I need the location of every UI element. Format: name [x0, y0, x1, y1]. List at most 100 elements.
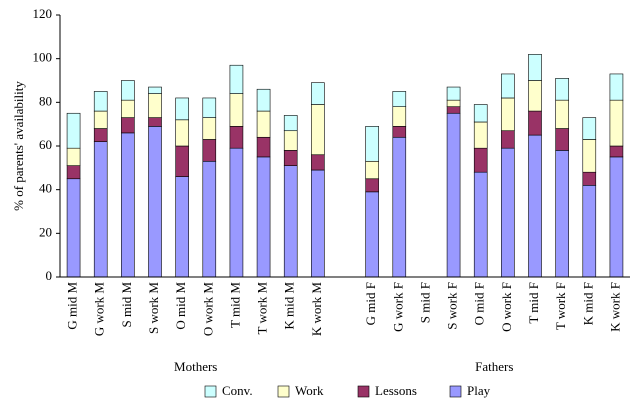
bar-segment	[528, 110, 542, 136]
bar-segment	[256, 110, 271, 138]
bar-segment	[66, 165, 81, 180]
bar-segment	[202, 160, 217, 278]
bar-segment	[148, 93, 162, 118]
bar-segment	[121, 132, 135, 278]
bar-segment	[446, 99, 461, 108]
bar-segment	[93, 110, 108, 129]
bar-segment	[582, 117, 597, 140]
bar-segment	[256, 156, 271, 278]
x-tick-label: G work F	[390, 282, 405, 332]
bar-segment	[202, 139, 217, 162]
x-tick-label: O mid M	[173, 282, 188, 330]
legend-swatch	[357, 385, 370, 398]
x-tick-label: O work M	[200, 282, 215, 337]
bar-segment	[148, 86, 162, 94]
bar-segment	[365, 126, 379, 162]
bar-segment	[582, 139, 597, 173]
bar-segment	[392, 106, 407, 127]
bar-segment	[501, 73, 515, 99]
bar-segment	[148, 117, 162, 127]
bar-segment	[528, 80, 542, 112]
bar-segment	[501, 97, 515, 132]
bar-segment	[256, 136, 271, 158]
legend-label: Conv.	[222, 383, 253, 398]
x-tick-label: S work M	[146, 282, 161, 334]
bar-segment	[311, 154, 325, 171]
bar-segment	[121, 117, 135, 134]
group-label: Mothers	[174, 359, 217, 374]
y-tick-label: 20	[39, 224, 52, 239]
bar-segment	[256, 88, 271, 112]
bar-segment	[392, 136, 407, 278]
bar-segment	[175, 176, 189, 278]
bar-segment	[501, 147, 515, 278]
x-tick-label: S mid F	[417, 282, 432, 323]
x-tick-label: G work M	[92, 282, 107, 337]
bar-segment	[392, 126, 407, 138]
bar-segment	[555, 78, 569, 101]
bar-segment	[555, 150, 569, 278]
bar-segment	[175, 145, 189, 177]
bar-segment	[229, 147, 244, 278]
bar-segment	[365, 178, 379, 193]
x-tick-label: K mid F	[580, 282, 595, 325]
bar-segment	[311, 104, 325, 156]
bar-segment	[528, 134, 542, 278]
bar-segment	[311, 82, 325, 105]
bar-segment	[392, 91, 407, 107]
bar-segment	[93, 91, 108, 112]
bar-segment	[555, 99, 569, 129]
bar-segment	[501, 130, 515, 149]
bar-segment	[202, 97, 217, 118]
bar-segment	[121, 80, 135, 101]
bar-segment	[446, 86, 461, 101]
bar-segment	[175, 97, 189, 121]
y-axis-title: % of parents' availability	[11, 81, 26, 211]
bar-segment	[311, 169, 325, 278]
legend-label: Work	[295, 383, 324, 398]
bar-segment	[283, 115, 298, 132]
bar-segment	[93, 141, 108, 278]
bar-segment	[365, 191, 379, 278]
x-tick-label: K work F	[607, 282, 622, 332]
bar-segment	[555, 128, 569, 151]
y-tick-label: 100	[33, 50, 53, 65]
bar-segment	[473, 121, 488, 149]
bar-segment	[446, 112, 461, 278]
legend-swatch	[277, 385, 290, 398]
y-tick-label: 40	[39, 181, 52, 196]
bar-segment	[229, 126, 244, 149]
bar-segment	[283, 150, 298, 166]
x-tick-label: O mid F	[472, 282, 487, 325]
x-tick-label: T work F	[553, 282, 568, 330]
bar-segment	[365, 160, 379, 180]
x-tick-label: S work F	[445, 282, 460, 330]
bar-segment	[446, 106, 461, 114]
legend-label: Lessons	[375, 383, 417, 398]
legend-swatch	[204, 385, 217, 398]
x-tick-label: K work M	[309, 282, 324, 337]
bar-segment	[229, 93, 244, 127]
x-tick-label: G mid M	[65, 282, 80, 330]
y-tick-label: 120	[33, 6, 53, 21]
x-tick-label: O work F	[499, 282, 514, 332]
group-label: Fathers	[475, 359, 513, 374]
x-tick-label: T mid F	[526, 282, 541, 324]
bar-segment	[473, 171, 488, 278]
legend-label: Play	[467, 383, 491, 398]
bar-segment	[175, 119, 189, 147]
x-tick-label: T work M	[255, 282, 270, 335]
bar-segment	[473, 147, 488, 173]
legend-swatch	[449, 385, 462, 398]
bar-segment	[473, 104, 488, 123]
y-tick-label: 60	[39, 137, 52, 152]
bar-segment	[148, 126, 162, 278]
y-tick-label: 80	[39, 93, 52, 108]
bar-segment	[283, 165, 298, 278]
bar-segment	[66, 147, 81, 166]
x-tick-label: K mid M	[282, 282, 297, 330]
bar-segment	[528, 53, 542, 81]
bar-segment	[202, 117, 217, 140]
bar-segment	[66, 112, 81, 149]
